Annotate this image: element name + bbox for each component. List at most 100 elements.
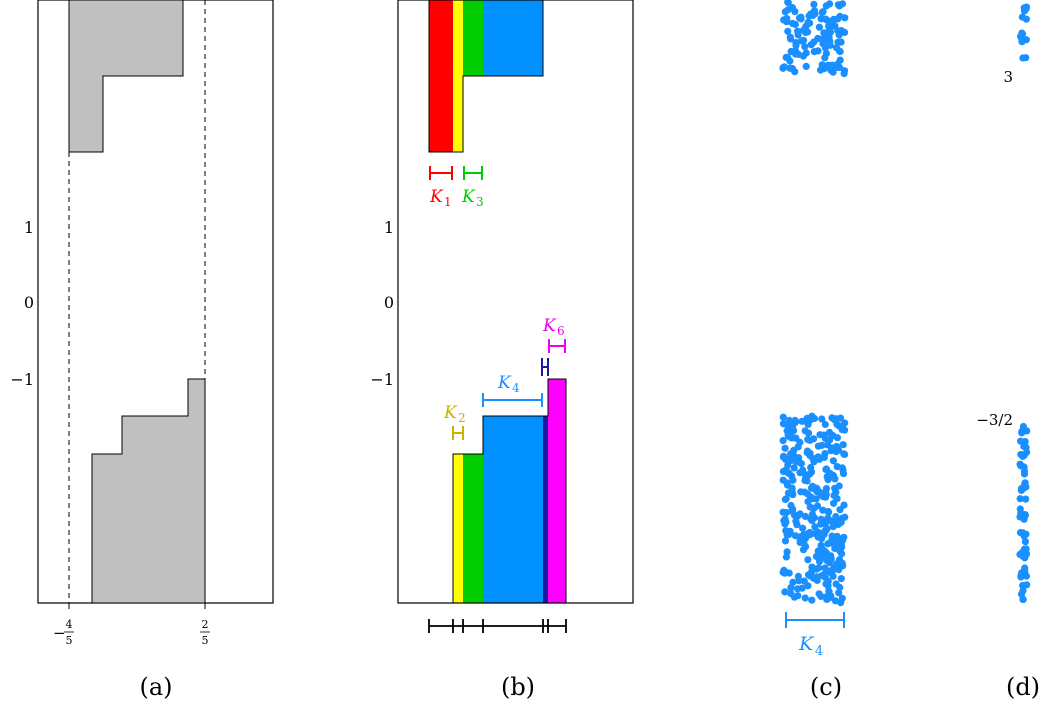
point xyxy=(829,457,838,465)
point xyxy=(791,8,799,16)
point xyxy=(828,532,836,540)
panel-b-bottom-green xyxy=(463,454,483,603)
point xyxy=(1020,515,1028,523)
point xyxy=(831,475,839,483)
point xyxy=(820,551,829,559)
panel-b-ytick-neg1: −1 xyxy=(370,370,394,389)
panel-b-bottom-magenta xyxy=(548,379,566,603)
point xyxy=(837,599,845,607)
point xyxy=(834,38,842,46)
point xyxy=(826,41,834,49)
point xyxy=(1022,54,1030,62)
point xyxy=(1022,15,1030,23)
point xyxy=(809,495,817,503)
point xyxy=(781,568,789,576)
panel-label-b: (b) xyxy=(501,673,535,701)
point xyxy=(1020,470,1029,478)
point xyxy=(824,441,832,449)
point xyxy=(789,476,797,484)
point xyxy=(822,465,831,473)
panel-b-ruler xyxy=(428,619,567,633)
point xyxy=(819,8,827,16)
point xyxy=(822,593,830,601)
panel-b-top-green xyxy=(463,0,483,76)
k6-bracket xyxy=(548,339,566,353)
point xyxy=(781,588,789,596)
point xyxy=(801,594,809,602)
point xyxy=(785,416,793,424)
point xyxy=(781,444,789,452)
point xyxy=(784,431,792,439)
panel-b-ytick-1: 1 xyxy=(384,218,394,237)
point xyxy=(821,573,829,581)
point xyxy=(804,556,812,564)
point xyxy=(792,41,800,50)
point xyxy=(821,520,829,528)
point xyxy=(840,70,848,78)
point xyxy=(791,47,800,55)
point xyxy=(820,29,828,37)
point xyxy=(783,531,791,539)
point xyxy=(791,532,800,540)
point xyxy=(794,443,802,451)
point xyxy=(821,450,829,458)
point xyxy=(829,572,837,580)
point xyxy=(1021,438,1029,446)
point xyxy=(811,523,819,531)
point xyxy=(822,485,831,493)
point xyxy=(822,15,830,23)
point xyxy=(1021,567,1029,576)
point xyxy=(804,28,812,36)
point xyxy=(826,24,834,32)
point xyxy=(803,449,811,457)
k1-label-sub: 1 xyxy=(444,195,452,209)
k2-label-name: K xyxy=(443,403,458,423)
point xyxy=(835,47,844,55)
point xyxy=(806,503,814,511)
point xyxy=(783,15,791,23)
point xyxy=(836,12,844,20)
point xyxy=(784,6,792,14)
point xyxy=(1023,448,1031,456)
point xyxy=(815,590,823,598)
point xyxy=(825,567,833,576)
point xyxy=(784,469,792,477)
point xyxy=(802,49,810,57)
point xyxy=(797,15,805,23)
point xyxy=(790,593,799,601)
point xyxy=(838,0,847,8)
k1-bracket xyxy=(429,166,453,180)
panel-a-xtick-right-den: 5 xyxy=(202,634,209,647)
point xyxy=(1021,480,1029,488)
point xyxy=(839,470,848,478)
panel-b-ytick-0: 0 xyxy=(384,293,394,312)
point xyxy=(824,582,832,590)
point xyxy=(795,577,803,585)
point xyxy=(781,495,790,503)
point xyxy=(822,491,830,499)
point xyxy=(814,453,822,461)
point xyxy=(786,33,794,41)
point xyxy=(802,473,810,481)
point xyxy=(779,420,788,428)
point xyxy=(826,559,834,567)
point xyxy=(825,508,833,516)
point xyxy=(816,66,825,74)
panel-d: 3 −3/2 (d) xyxy=(976,3,1040,701)
point xyxy=(801,43,809,51)
point xyxy=(840,450,848,458)
panel-a-xtick-left-den: 5 xyxy=(66,634,73,647)
point xyxy=(1018,29,1026,37)
k4-label-sub: 4 xyxy=(512,381,520,395)
point xyxy=(801,427,809,435)
point xyxy=(804,582,812,590)
point xyxy=(1022,5,1030,13)
point xyxy=(837,423,845,431)
point xyxy=(824,476,832,484)
point xyxy=(833,495,841,503)
k2-bracket xyxy=(452,426,464,440)
point xyxy=(839,441,847,449)
point xyxy=(821,420,829,429)
point xyxy=(1023,581,1031,589)
